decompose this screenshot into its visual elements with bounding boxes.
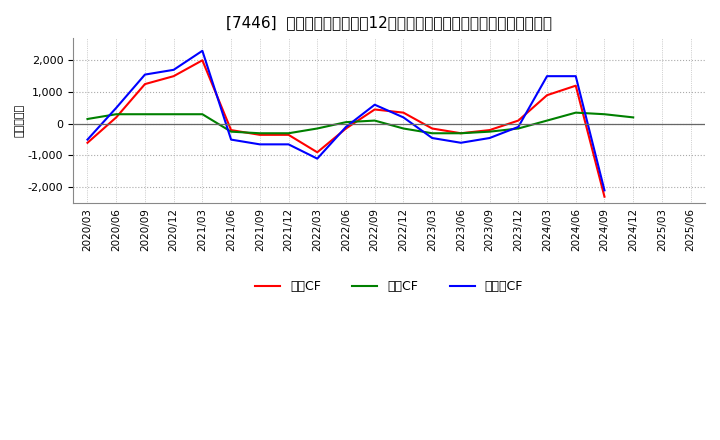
フリーCF bbox=[313, 156, 322, 161]
投資CF bbox=[629, 115, 637, 120]
投資CF bbox=[140, 112, 149, 117]
フリーCF bbox=[428, 136, 436, 141]
フリーCF bbox=[456, 140, 465, 145]
営業CF bbox=[84, 140, 92, 145]
投資CF bbox=[84, 116, 92, 121]
営業CF bbox=[227, 128, 235, 133]
営業CF bbox=[456, 131, 465, 136]
営業CF bbox=[313, 150, 322, 155]
Line: 営業CF: 営業CF bbox=[88, 60, 605, 197]
投資CF bbox=[112, 112, 120, 117]
投資CF bbox=[198, 112, 207, 117]
投資CF bbox=[543, 118, 552, 123]
投資CF bbox=[514, 126, 523, 131]
フリーCF bbox=[399, 115, 408, 120]
営業CF bbox=[485, 128, 494, 133]
フリーCF bbox=[256, 142, 264, 147]
営業CF bbox=[514, 118, 523, 123]
Line: フリーCF: フリーCF bbox=[88, 51, 605, 191]
フリーCF bbox=[572, 73, 580, 79]
投資CF bbox=[227, 129, 235, 134]
営業CF bbox=[399, 110, 408, 115]
投資CF bbox=[600, 112, 609, 117]
営業CF bbox=[370, 107, 379, 112]
営業CF bbox=[112, 115, 120, 120]
フリーCF bbox=[84, 137, 92, 142]
投資CF bbox=[572, 110, 580, 115]
投資CF bbox=[428, 131, 436, 136]
投資CF bbox=[284, 131, 293, 136]
フリーCF bbox=[227, 137, 235, 142]
フリーCF bbox=[514, 124, 523, 129]
営業CF bbox=[600, 194, 609, 199]
投資CF bbox=[370, 118, 379, 123]
投資CF bbox=[169, 112, 178, 117]
営業CF bbox=[198, 58, 207, 63]
フリーCF bbox=[112, 105, 120, 110]
フリーCF bbox=[600, 188, 609, 193]
Y-axis label: （百万円）: （百万円） bbox=[15, 104, 25, 137]
投資CF bbox=[399, 126, 408, 131]
フリーCF bbox=[284, 142, 293, 147]
営業CF bbox=[342, 126, 351, 131]
フリーCF bbox=[198, 48, 207, 53]
Title: [7446]  キャッシュフローの12か月移動合計の対前年同期増減額の推移: [7446] キャッシュフローの12か月移動合計の対前年同期増減額の推移 bbox=[226, 15, 552, 30]
営業CF bbox=[169, 73, 178, 79]
営業CF bbox=[543, 92, 552, 98]
フリーCF bbox=[140, 72, 149, 77]
フリーCF bbox=[543, 73, 552, 79]
営業CF bbox=[140, 81, 149, 87]
Line: 投資CF: 投資CF bbox=[88, 113, 633, 133]
営業CF bbox=[256, 132, 264, 137]
フリーCF bbox=[342, 124, 351, 129]
投資CF bbox=[485, 129, 494, 134]
営業CF bbox=[572, 83, 580, 88]
Legend: 営業CF, 投資CF, フリーCF: 営業CF, 投資CF, フリーCF bbox=[251, 275, 528, 298]
フリーCF bbox=[169, 67, 178, 73]
営業CF bbox=[284, 132, 293, 137]
営業CF bbox=[428, 126, 436, 131]
フリーCF bbox=[485, 136, 494, 141]
フリーCF bbox=[370, 102, 379, 107]
投資CF bbox=[256, 131, 264, 136]
投資CF bbox=[342, 120, 351, 125]
投資CF bbox=[456, 131, 465, 136]
投資CF bbox=[313, 126, 322, 131]
